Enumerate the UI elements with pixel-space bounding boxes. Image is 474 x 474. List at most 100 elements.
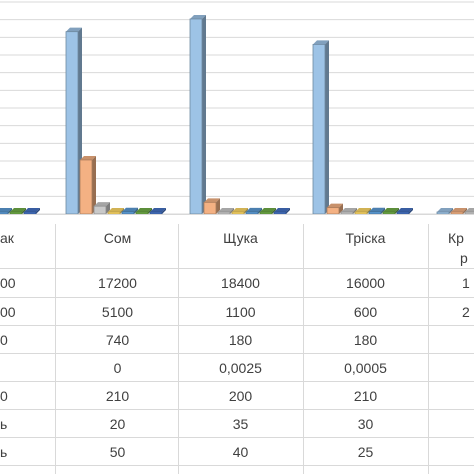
bar bbox=[9, 211, 23, 215]
data-table: ак Сом Щука Тріска Кр р 00 17200 18400 1600… bbox=[0, 224, 474, 474]
bar-top bbox=[122, 207, 138, 212]
bar bbox=[436, 211, 450, 215]
bar-side bbox=[367, 208, 371, 214]
bar bbox=[354, 211, 368, 215]
bar-top bbox=[150, 208, 166, 212]
bar-top bbox=[355, 208, 371, 212]
bar bbox=[450, 211, 464, 215]
bar-side bbox=[244, 208, 248, 214]
table-cell: 1100 bbox=[225, 304, 256, 320]
table-cell: 16000 bbox=[346, 275, 385, 291]
category-label-catfish: Сом bbox=[103, 230, 132, 246]
bar-top bbox=[369, 207, 385, 212]
bar-top bbox=[80, 155, 96, 160]
table-cell: 25 bbox=[357, 444, 374, 460]
table-cell: ь bbox=[0, 416, 8, 432]
table-cell: 740 bbox=[105, 332, 130, 348]
table-cell: 210 bbox=[353, 388, 378, 404]
bar-side bbox=[92, 155, 96, 214]
bar bbox=[259, 211, 273, 215]
bar-top bbox=[94, 202, 110, 207]
bar bbox=[189, 18, 203, 215]
bar-top bbox=[232, 208, 248, 212]
bar-top bbox=[451, 208, 467, 212]
table-cell: 30 bbox=[357, 416, 374, 432]
bar-side bbox=[272, 208, 276, 214]
bar bbox=[93, 205, 107, 215]
bar-top bbox=[341, 208, 357, 212]
table-cell: 35 bbox=[232, 416, 249, 432]
bar bbox=[65, 31, 79, 215]
bar-top bbox=[66, 27, 82, 32]
bar bbox=[135, 211, 149, 215]
table-cell: 00 bbox=[0, 304, 16, 320]
bar-top bbox=[260, 208, 276, 212]
table-cell: 600 bbox=[353, 304, 378, 320]
table-cell: 00 bbox=[0, 275, 16, 291]
category-label-pike: Щука bbox=[223, 230, 258, 246]
table-cell: 0,0005 bbox=[344, 360, 387, 376]
bar bbox=[382, 211, 396, 215]
bar-top bbox=[383, 208, 399, 212]
bar-side bbox=[230, 208, 234, 214]
bar-chart bbox=[0, 1, 474, 215]
table-cell: 200 bbox=[228, 388, 253, 404]
category-label-partial: ак bbox=[0, 230, 14, 246]
bar bbox=[273, 211, 287, 215]
bar-side bbox=[449, 208, 453, 214]
bar-top bbox=[397, 208, 413, 212]
table-cell: 0 bbox=[0, 332, 8, 348]
bar-top bbox=[108, 208, 124, 212]
table-cell: 210 bbox=[105, 388, 130, 404]
bar bbox=[368, 211, 382, 215]
bar bbox=[107, 211, 121, 215]
bar-top bbox=[274, 208, 290, 212]
table-cell: 5100 bbox=[101, 304, 134, 320]
category-label-partial-right-line2: р bbox=[460, 250, 468, 266]
category-label-cod: Тріска bbox=[345, 230, 386, 246]
table-cell: 0 bbox=[0, 388, 8, 404]
table-cell: 0,0025 bbox=[219, 360, 262, 376]
bar bbox=[79, 159, 93, 215]
bar-side bbox=[134, 207, 138, 214]
bar bbox=[464, 211, 474, 215]
table-cell: 40 bbox=[232, 444, 249, 460]
bar bbox=[231, 211, 245, 215]
bar-top bbox=[465, 208, 474, 212]
bar-side bbox=[36, 208, 40, 214]
bar-top bbox=[136, 208, 152, 212]
bar-side bbox=[286, 208, 290, 214]
table-cell: ь bbox=[0, 444, 8, 460]
bar bbox=[312, 44, 326, 215]
bar-side bbox=[216, 198, 220, 214]
bar bbox=[203, 201, 217, 215]
table-cell: 20 bbox=[109, 416, 126, 432]
table-cell: 1 bbox=[462, 275, 470, 291]
bar-side bbox=[22, 208, 26, 214]
table-cell: 17200 bbox=[98, 275, 137, 291]
bar-top bbox=[24, 208, 40, 212]
bar-side bbox=[409, 208, 413, 214]
bar-top bbox=[437, 208, 453, 212]
bar-side bbox=[381, 207, 385, 214]
bar-side bbox=[162, 208, 166, 214]
bar-top bbox=[10, 208, 26, 212]
bar-side bbox=[339, 203, 343, 214]
bar bbox=[0, 211, 9, 215]
bar-top bbox=[327, 203, 343, 208]
bar-top bbox=[246, 207, 262, 212]
bar bbox=[149, 211, 163, 215]
bar bbox=[245, 211, 259, 215]
bar-side bbox=[353, 208, 357, 214]
bar-side bbox=[325, 40, 329, 215]
bar-side bbox=[148, 208, 152, 214]
table-cell: 50 bbox=[109, 444, 126, 460]
bar bbox=[23, 211, 37, 215]
bar-side bbox=[258, 207, 262, 214]
bar bbox=[217, 211, 231, 215]
bar-top bbox=[313, 40, 329, 45]
bar-side bbox=[120, 208, 124, 214]
bar-side bbox=[106, 202, 110, 214]
table-cell: 2 bbox=[462, 304, 470, 320]
bar-side bbox=[395, 208, 399, 214]
